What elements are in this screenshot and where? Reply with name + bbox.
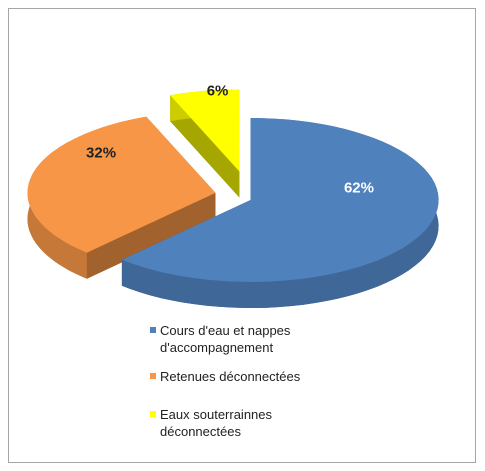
- data-label: 6%: [207, 83, 229, 100]
- slice-edge: [86, 192, 216, 279]
- legend-item: Eaux souterrainnes déconnectées: [150, 406, 380, 440]
- slice: [121, 118, 439, 282]
- data-label: 62%: [344, 180, 374, 197]
- legend-item: Cours d'eau et nappes d'accompagnement: [150, 322, 380, 356]
- slice-side: [121, 118, 439, 308]
- chart-frame: [8, 8, 476, 463]
- legend-label: Eaux souterrainnes déconnectées: [160, 407, 273, 439]
- legend-swatch: [150, 327, 156, 333]
- legend-label: Cours d'eau et nappes d'accompagnement: [160, 323, 291, 355]
- legend-label: Retenues déconnectées: [160, 369, 301, 384]
- legend-swatch: [150, 373, 156, 379]
- slice-edge: [170, 95, 240, 198]
- slice: [170, 89, 240, 172]
- legend-item: Retenues déconnectées: [150, 368, 380, 385]
- legend-swatch: [150, 411, 156, 417]
- data-label: 32%: [86, 144, 116, 161]
- slice: [27, 116, 216, 253]
